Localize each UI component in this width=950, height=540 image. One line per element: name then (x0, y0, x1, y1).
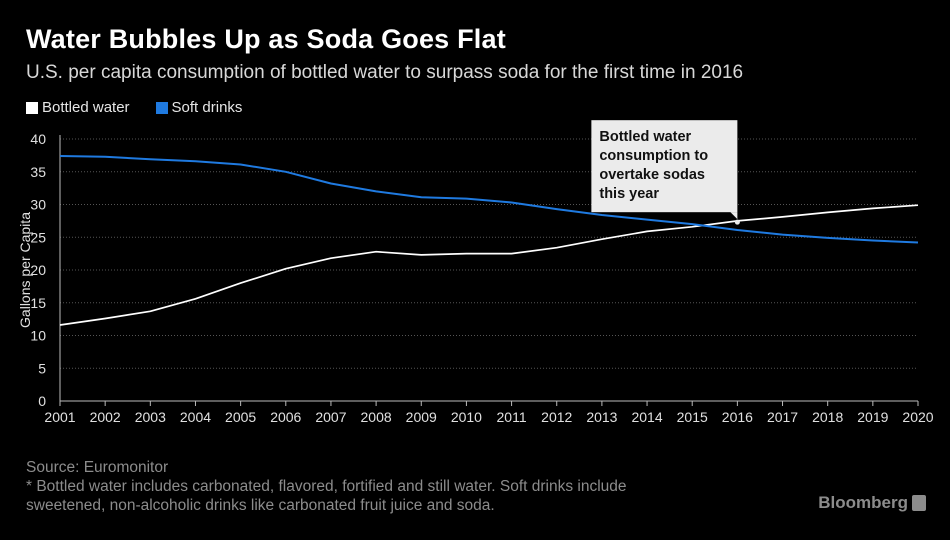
legend-item-bottled-water: Bottled water (26, 99, 130, 116)
x-tick-label: 2002 (90, 409, 121, 425)
bloomberg-mark-icon (912, 495, 926, 511)
x-tick-label: 2015 (677, 409, 708, 425)
definition-note-line-1: * Bottled water includes carbonated, fla… (26, 478, 627, 495)
definition-note-line-2: sweetened, non-alcoholic drinks like car… (26, 497, 495, 514)
legend-swatch-soft-drinks (155, 101, 168, 114)
x-tick-label: 2007 (315, 409, 346, 425)
legend-item-soft-drinks: Soft drinks (155, 99, 243, 116)
y-tick-label: 30 (30, 197, 46, 213)
x-tick-label: 2008 (361, 409, 392, 425)
x-tick-label: 2020 (902, 409, 933, 425)
x-tick-label: 2005 (225, 409, 256, 425)
x-tick-label: 2016 (722, 409, 753, 425)
x-tick-label: 2011 (497, 409, 527, 425)
x-tick-label: 2019 (857, 409, 888, 425)
annotation-text-line: consumption to (599, 148, 708, 164)
y-tick-label: 25 (30, 229, 46, 245)
footer: Source: Euromonitor * Bottled water incl… (26, 458, 627, 515)
annotation-marker (734, 219, 740, 225)
legend-swatch-bottled-water (26, 101, 38, 114)
chart-title: Water Bubbles Up as Soda Goes Flat (26, 24, 506, 54)
annotation-text-line: overtake sodas (599, 167, 705, 183)
chart-subtitle: U.S. per capita consumption of bottled w… (26, 62, 744, 83)
x-tick-label: 2001 (44, 409, 75, 425)
x-tick-label: 2010 (451, 409, 482, 425)
y-tick-label: 15 (30, 295, 46, 311)
x-tick-label: 2006 (270, 409, 301, 425)
y-tick-label: 0 (38, 393, 46, 409)
x-tick-label: 2012 (541, 409, 572, 425)
x-tick-label: 2003 (135, 409, 166, 425)
legend-label-soft-drinks: Soft drinks (171, 99, 243, 116)
legend: Bottled water Soft drinks (26, 99, 242, 116)
y-tick-label: 5 (38, 360, 46, 376)
series-line-soft-drinks (59, 155, 919, 244)
y-tick-label: 35 (30, 164, 46, 180)
y-tick-label: 40 (30, 131, 46, 147)
bloomberg-logo: Bloomberg (818, 493, 926, 513)
y-axis-label: Gallons per Capita (17, 212, 33, 328)
series-line-bottled-water (59, 204, 919, 326)
brand-name: Bloomberg (818, 493, 908, 512)
x-tick-label: 2018 (812, 409, 843, 425)
x-tick-label: 2013 (586, 409, 617, 425)
annotation-box (591, 120, 738, 213)
x-tick-label: 2017 (767, 409, 798, 425)
annotation-text-line: this year (599, 186, 659, 202)
source-note: Source: Euromonitor (26, 459, 169, 476)
y-tick-label: 10 (30, 328, 46, 344)
x-tick-label: 2014 (631, 409, 662, 425)
legend-label-bottled-water: Bottled water (42, 99, 130, 116)
y-tick-label: 20 (30, 262, 46, 278)
x-tick-label: 2004 (180, 409, 211, 425)
annotation-text-line: Bottled water (599, 129, 691, 145)
x-tick-label: 2009 (406, 409, 437, 425)
annotation-pointer (730, 212, 738, 220)
